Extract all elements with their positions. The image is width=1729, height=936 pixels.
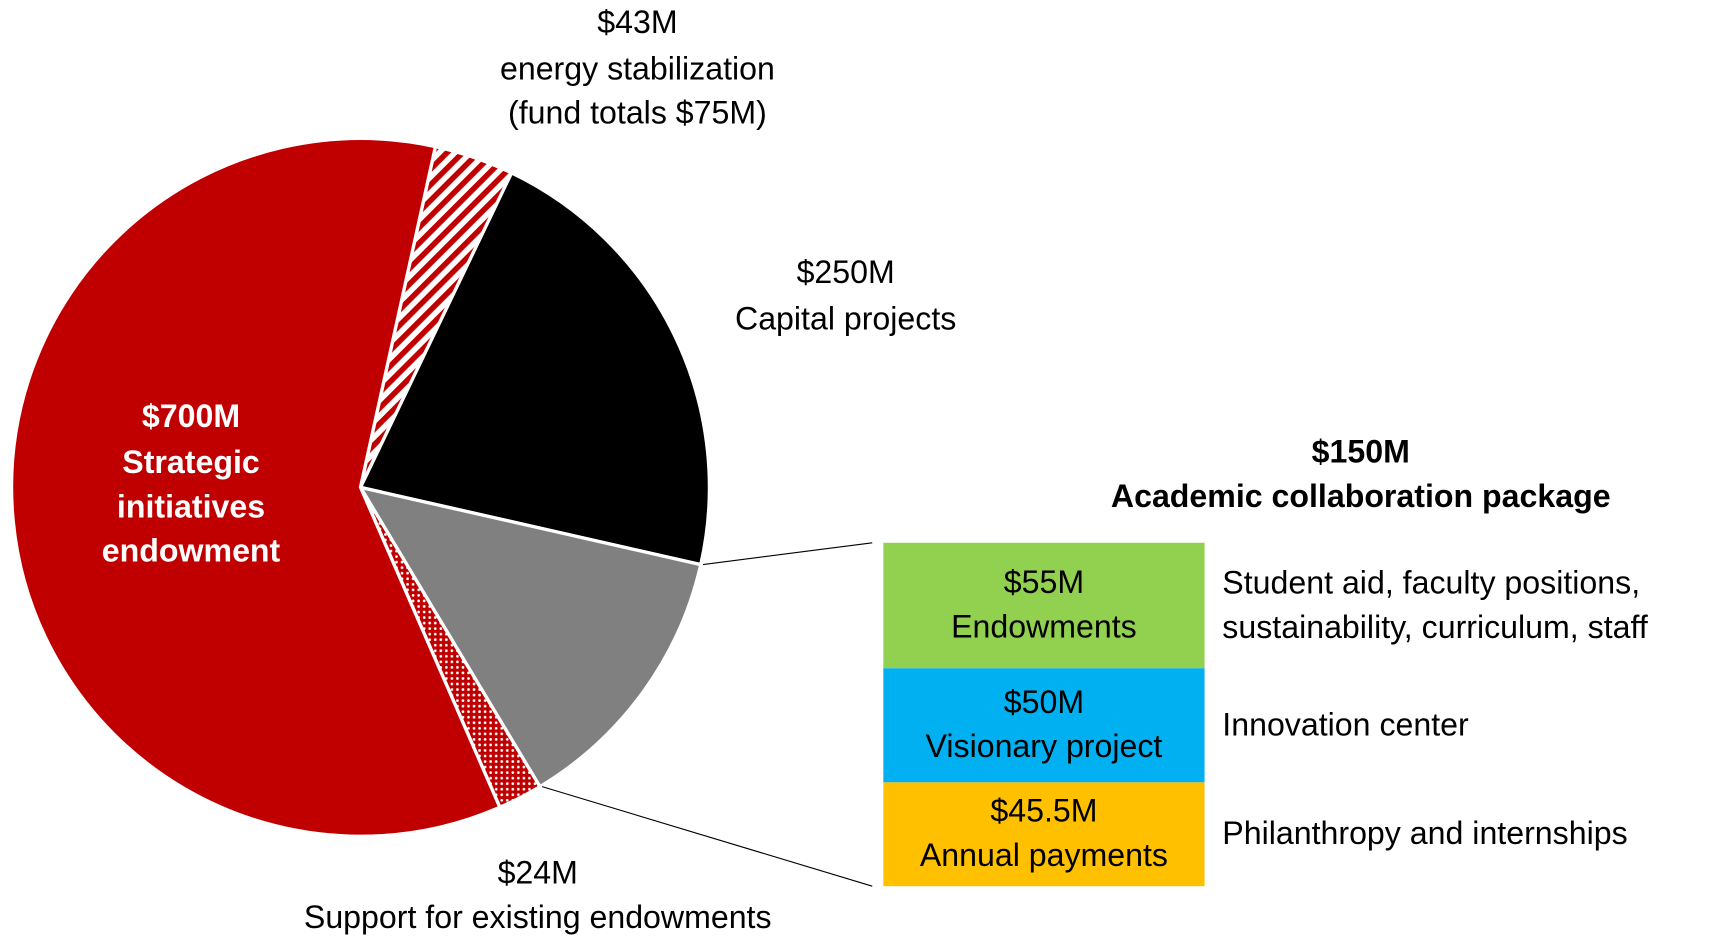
bar-segment (883, 668, 1205, 783)
slice-label: Capital projects (735, 301, 956, 337)
bar-category-label: Visionary project (926, 728, 1163, 764)
pie-slice (357, 484, 703, 789)
bar-segment (883, 782, 1205, 887)
connector-line (702, 542, 873, 566)
bar-segment (883, 542, 1205, 669)
bar-value-label: $45.5M (990, 793, 1097, 829)
bar-category-label: Annual payments (920, 837, 1168, 873)
bar-value-label: $55M (1004, 564, 1084, 600)
pie-slice (358, 170, 712, 567)
bar-description-box: Student aid, faculty positions, sustaina… (1222, 565, 1648, 646)
slice-value-label: $43M (597, 4, 677, 40)
bar-description: Student aid, faculty positions, sustaina… (1222, 565, 1648, 646)
slice-label: energy stabilization (500, 50, 775, 86)
slice-value-label: $24M (498, 855, 578, 891)
connector-line (541, 786, 873, 887)
slice-label: Strategic initiatives endowment (101, 445, 281, 570)
slice-value-label: $700M (142, 398, 240, 434)
bar-description-box: Innovation center (1222, 707, 1469, 744)
bar-description: Philanthropy and internships (1222, 816, 1628, 852)
slice-value-label: $250M (797, 254, 895, 290)
slice-label-box: Strategic initiatives endowment (101, 445, 281, 570)
bar-description: Innovation center (1222, 707, 1469, 744)
bar-description-box: Philanthropy and internships (1222, 816, 1628, 852)
bar-category-label: Endowments (951, 608, 1137, 644)
slice-annotation: (fund totals $75M) (508, 95, 767, 131)
bar-title-value: $150M (1312, 434, 1410, 470)
slice-label: Support for existing endowments (304, 899, 772, 935)
pie-slice (9, 136, 503, 838)
bar-title: Academic collaboration package (1111, 478, 1611, 514)
bar-value-label: $50M (1004, 684, 1084, 720)
